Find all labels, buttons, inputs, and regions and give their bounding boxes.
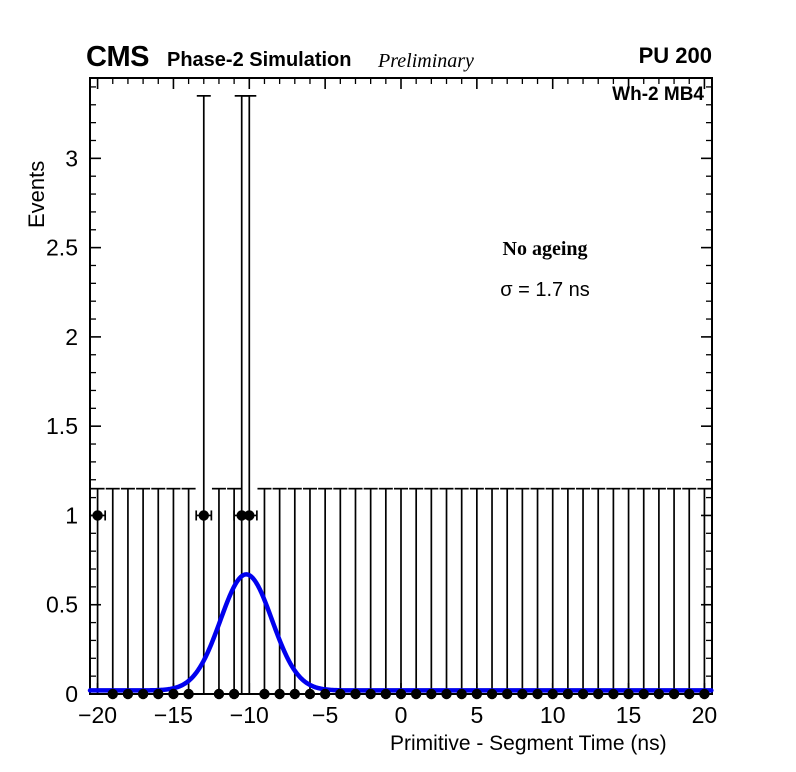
data-point-marker (471, 688, 483, 700)
y-tick-label: 1 (65, 502, 78, 528)
data-point-marker (410, 688, 422, 700)
data-point-marker (395, 688, 407, 700)
data-point-marker (122, 688, 134, 700)
data-point-marker (236, 510, 247, 521)
data-point-marker (183, 688, 194, 700)
data-point-marker (289, 688, 301, 700)
axis-ticks (90, 78, 712, 695)
x-tick-label: −10 (230, 702, 269, 728)
data-point-marker (486, 688, 498, 700)
data-point-marker (638, 688, 649, 700)
data-point-marker (228, 688, 240, 700)
data-point-marker (699, 688, 710, 700)
data-point-marker (335, 688, 346, 700)
x-tick-label: 20 (692, 702, 718, 728)
error-bars (89, 95, 712, 694)
data-point-markers (92, 510, 710, 700)
x-tick-label: 10 (540, 702, 566, 728)
data-point-marker (304, 688, 316, 700)
x-tick-label: −5 (312, 702, 338, 728)
data-point-marker (562, 688, 574, 700)
y-tick-label: 2 (65, 324, 78, 350)
data-point-marker (547, 688, 558, 700)
y-tick-label: 0 (65, 681, 78, 707)
data-point-marker (380, 688, 392, 700)
y-tick-label: 2.5 (46, 235, 78, 261)
y-tick-label: 0.5 (46, 592, 78, 618)
data-point-marker (684, 688, 695, 700)
x-tick-label: 0 (395, 702, 408, 728)
data-point-marker (168, 688, 179, 700)
data-point-marker (501, 688, 513, 700)
data-point-marker (153, 688, 164, 700)
data-point-marker (668, 688, 680, 700)
data-point-marker (426, 688, 437, 700)
data-point-marker (350, 688, 361, 700)
data-point-marker (441, 688, 452, 700)
data-point-marker (517, 688, 528, 700)
x-tick-label: 5 (470, 702, 483, 728)
data-point-marker (319, 688, 331, 700)
data-point-marker (259, 688, 270, 700)
data-point-marker (365, 688, 376, 700)
data-point-marker (608, 688, 619, 700)
data-point-marker (593, 688, 604, 700)
data-point-marker (577, 688, 589, 700)
data-point-marker (244, 510, 255, 521)
data-point-marker (213, 688, 225, 700)
data-point-marker (198, 510, 209, 521)
x-tick-label: 15 (616, 702, 642, 728)
data-point-marker (532, 688, 543, 700)
data-point-marker (653, 688, 665, 700)
data-point-marker (274, 688, 285, 700)
data-point-marker (623, 688, 634, 700)
x-tick-label: −20 (78, 702, 117, 728)
axis-tick-labels: −20 −15 −10 −5 0 5 10 15 20 0 0.5 1 1.5 2 2.5 3 (46, 145, 717, 728)
data-point-marker (456, 688, 467, 700)
x-tick-label: −15 (154, 702, 193, 728)
data-point-marker (92, 510, 103, 521)
y-tick-label: 1.5 (46, 413, 78, 439)
data-point-marker (137, 688, 149, 700)
y-tick-label: 3 (65, 145, 78, 171)
data-point-marker (107, 688, 118, 700)
